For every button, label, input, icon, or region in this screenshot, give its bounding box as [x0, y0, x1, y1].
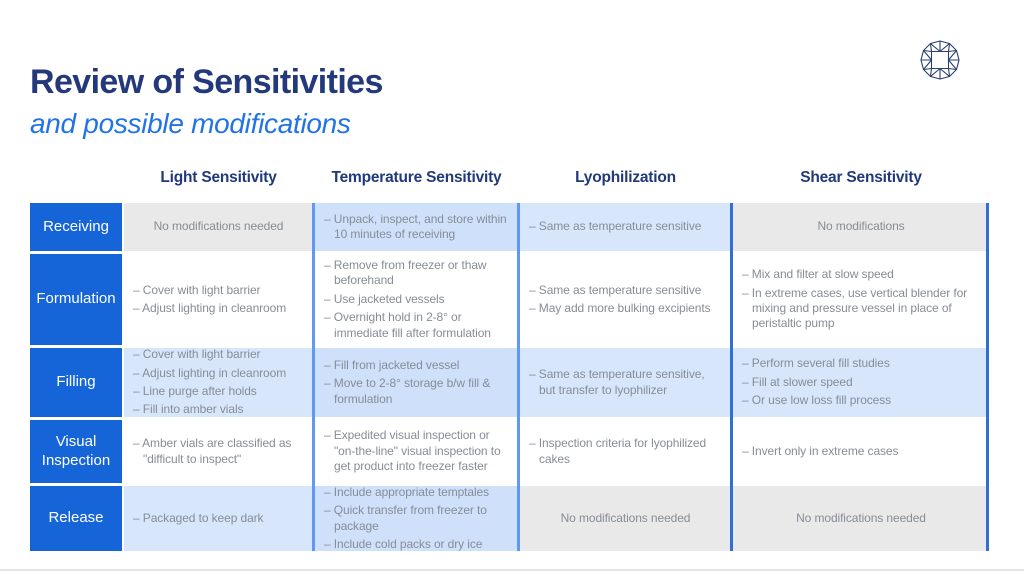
cell-filling-lyophilization: – Same as temperature sensitive, but tra… [520, 348, 731, 417]
slide-title: Review of Sensitivities [30, 63, 383, 101]
row-header-formulation: Formulation [30, 254, 122, 345]
column-header-temperature-sensitivity: Temperature Sensitivity [331, 169, 502, 186]
cell-release-light-sensitivity: – Packaged to keep dark [124, 486, 313, 551]
cell-receiving-temperature-sensitivity: – Unpack, inspect, and store within 10 m… [315, 203, 518, 251]
cell-visual-inspection-light-sensitivity: – Amber vials are classified as "difficu… [124, 420, 313, 483]
cell-release-temperature-sensitivity: – Include appropriate temptales – Quick t… [315, 485, 518, 551]
cell-receiving-lyophilization: – Same as temperature sensitive [520, 203, 731, 251]
cell-formulation-light-sensitivity: – Cover with light barrier – Adjust light… [124, 254, 313, 345]
cell-receiving-shear-sensitivity: No modifications [733, 203, 989, 251]
column-divider [986, 203, 989, 551]
cell-filling-shear-sensitivity: – Perform several fill studies – Fill at … [733, 348, 989, 417]
column-divider [517, 203, 520, 551]
slide-subtitle: and possible modifications [30, 108, 351, 139]
cell-formulation-lyophilization: – Same as temperature sensitive – May add… [520, 254, 731, 345]
cell-formulation-shear-sensitivity: – Mix and filter at slow speed – In extre… [733, 254, 989, 345]
cell-release-shear-sensitivity: No modifications needed [733, 486, 989, 551]
column-header-lyophilization: Lyophilization [575, 169, 676, 186]
row-header-receiving: Receiving [30, 203, 122, 251]
sensitivities-table: Receiving No modifications needed – Unpack… [30, 203, 989, 551]
cell-filling-temperature-sensitivity: – Fill from jacketed vessel – Move to 2-8… [315, 348, 518, 417]
cell-release-lyophilization: No modifications needed [520, 486, 731, 551]
cell-visual-inspection-lyophilization: – Inspection criteria for lyophilized ca… [520, 420, 731, 483]
row-header-release: Release [30, 486, 122, 551]
column-divider [312, 203, 315, 551]
column-header-shear-sensitivity: Shear Sensitivity [800, 169, 922, 186]
cell-formulation-temperature-sensitivity: – Remove from freezer or thaw beforehand… [315, 254, 518, 345]
diamond-logo-icon [920, 40, 960, 80]
row-header-visual-inspection: Visual Inspection [30, 420, 122, 483]
cell-visual-inspection-temperature-sensitivity: – Expedited visual inspection or "on-the… [315, 420, 518, 483]
column-header-light-sensitivity: Light Sensitivity [160, 169, 277, 186]
row-header-filling: Filling [30, 348, 122, 417]
column-header-row: Light Sensitivity Temperature Sensitivit… [30, 168, 989, 188]
cell-filling-light-sensitivity: – Cover with light barrier – Adjust light… [124, 347, 313, 417]
footer-divider [0, 569, 1024, 571]
cell-visual-inspection-shear-sensitivity: – Invert only in extreme cases [733, 420, 989, 483]
column-divider [730, 203, 733, 551]
cell-receiving-light-sensitivity: No modifications needed [124, 203, 313, 251]
corner-spacer [30, 168, 122, 188]
